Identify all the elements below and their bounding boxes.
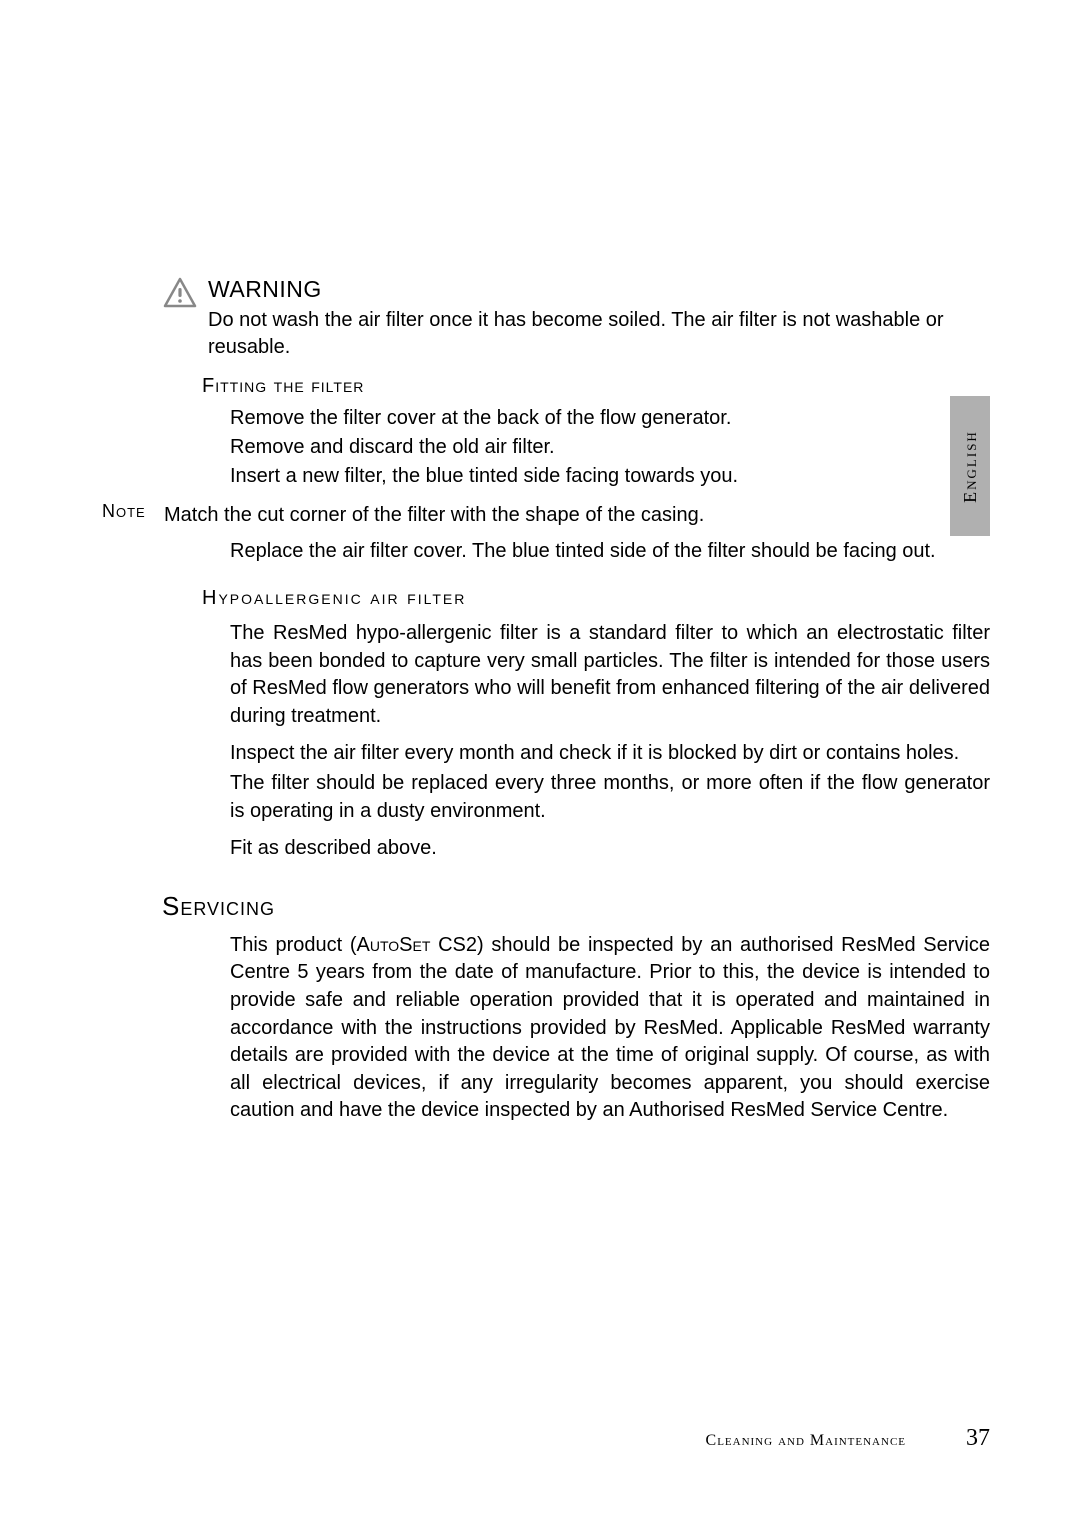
language-tab: English [950,396,990,536]
hypo-heading: Hypoallergenic air filter [202,587,990,610]
fitting-steps: Remove the filter cover at the back of t… [202,404,990,491]
footer-label: Cleaning and Maintenance [706,1432,906,1450]
warning-icon [162,276,198,312]
page: English WARNING Do not wash the air filt… [0,0,1080,1528]
fitting-step: Remove and discard the old air filter. [202,433,990,462]
fitting-heading: Fitting the filter [202,375,990,398]
hypo-p4: Fit as described above. [202,835,990,863]
fitting-step: Insert a new filter, the blue tinted sid… [202,462,990,491]
note-label: Note [102,501,150,529]
servicing-heading: Servicing [162,891,990,922]
language-tab-label: English [960,430,981,503]
fitting-step: Remove the filter cover at the back of t… [202,404,990,433]
page-footer: Cleaning and Maintenance 37 [706,1425,990,1452]
footer-page-number: 37 [966,1425,990,1452]
servicing-suffix: ) should be inspected by an authorised R… [230,934,990,1122]
servicing-body: This product (AutoSet CS2) should be ins… [202,932,990,1125]
hypo-p3: The filter should be replaced every thre… [202,770,990,825]
warning-title: WARNING [208,276,990,303]
servicing-prefix: This product ( [230,934,357,956]
servicing-product: AutoSet CS2 [357,934,477,956]
hypo-p2: Inspect the air filter every month and c… [202,740,990,768]
note-followup: Replace the air filter cover. The blue t… [202,537,990,565]
warning-block: WARNING Do not wash the air filter once … [162,276,990,361]
note-text: Match the cut corner of the filter with … [164,501,704,529]
note-row: Note Match the cut corner of the filter … [162,501,990,529]
warning-body: Do not wash the air filter once it has b… [208,307,990,361]
hypo-p1: The ResMed hypo-allergenic filter is a s… [202,620,990,730]
